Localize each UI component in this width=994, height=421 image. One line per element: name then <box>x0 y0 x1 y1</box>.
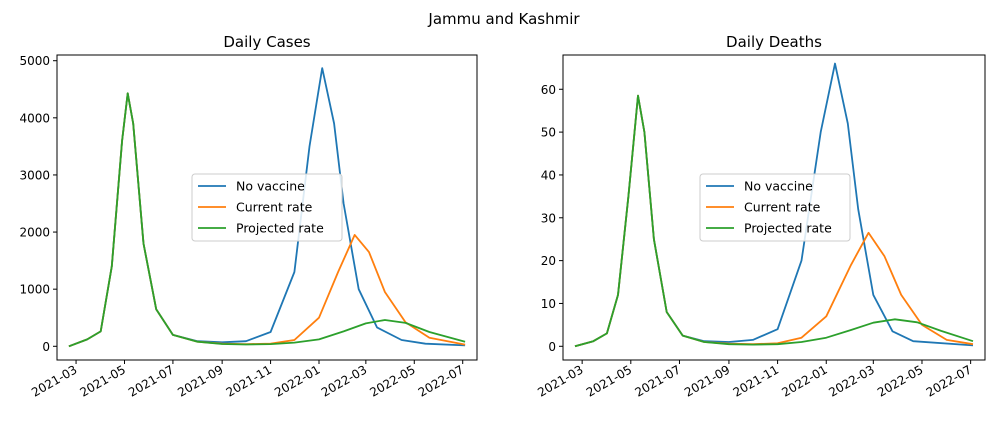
legend-label: Current rate <box>236 200 313 215</box>
legend-label: No vaccine <box>744 179 813 194</box>
x-tick-label: 2022-01 <box>779 362 829 399</box>
plot-frame <box>562 54 986 361</box>
x-tick-label: 2021-03 <box>535 362 585 399</box>
figure-suptitle: Jammu and Kashmir <box>427 10 580 28</box>
y-tick-label: 60 <box>541 83 556 97</box>
y-tick-label: 20 <box>541 254 556 268</box>
x-tick-label: 2021-09 <box>175 362 225 399</box>
x-tick-label: 2022-05 <box>367 362 417 399</box>
y-tick-label: 0 <box>42 340 50 354</box>
legend-box <box>191 173 343 242</box>
x-tick-label: 2021-07 <box>633 362 683 399</box>
y-tick-label: 10 <box>541 297 556 311</box>
y-tick-label: 3000 <box>19 168 50 182</box>
x-tick-label: 2022-03 <box>319 362 369 399</box>
series-line-projected-rate <box>68 92 466 348</box>
y-tick-label: 1000 <box>19 283 50 297</box>
chart-title: Daily Cases <box>223 33 310 51</box>
y-tick-label: 2000 <box>19 226 50 240</box>
plot-frame <box>56 54 478 361</box>
x-tick-label: 2021-03 <box>29 362 79 399</box>
chart-daily-cases: Daily Cases0100020003000400050002021-032… <box>19 33 478 400</box>
x-tick-label: 2022-03 <box>826 362 876 399</box>
chart-title: Daily Deaths <box>726 33 822 51</box>
legend: No vaccine Current rate Projected rate <box>191 173 343 242</box>
x-tick-label: 2021-05 <box>78 362 128 399</box>
legend-label: No vaccine <box>236 179 305 194</box>
x-tick-label: 2021-11 <box>224 362 274 399</box>
y-tick-label: 0 <box>548 340 556 354</box>
x-tick-label: 2021-05 <box>584 362 634 399</box>
x-tick-label: 2021-09 <box>682 362 732 399</box>
x-tick-label: 2021-07 <box>126 362 176 399</box>
series-line-projected-rate <box>574 94 974 348</box>
legend-box <box>699 173 851 242</box>
x-tick-label: 2022-01 <box>272 362 322 399</box>
y-tick-label: 50 <box>541 126 556 140</box>
y-tick-label: 5000 <box>19 54 50 68</box>
chart-daily-deaths: Daily Deaths01020304050602021-032021-052… <box>535 33 986 400</box>
x-tick-label: 2022-07 <box>416 362 466 399</box>
legend: No vaccine Current rate Projected rate <box>699 173 851 242</box>
legend-label: Projected rate <box>236 221 324 236</box>
legend-label: Current rate <box>744 200 821 215</box>
legend-label: Projected rate <box>744 221 832 236</box>
x-tick-label: 2021-11 <box>731 362 781 399</box>
x-tick-label: 2022-07 <box>924 362 974 399</box>
x-tick-label: 2022-05 <box>875 362 925 399</box>
y-tick-label: 30 <box>541 211 556 225</box>
y-tick-label: 40 <box>541 168 556 182</box>
y-tick-label: 4000 <box>19 111 50 125</box>
